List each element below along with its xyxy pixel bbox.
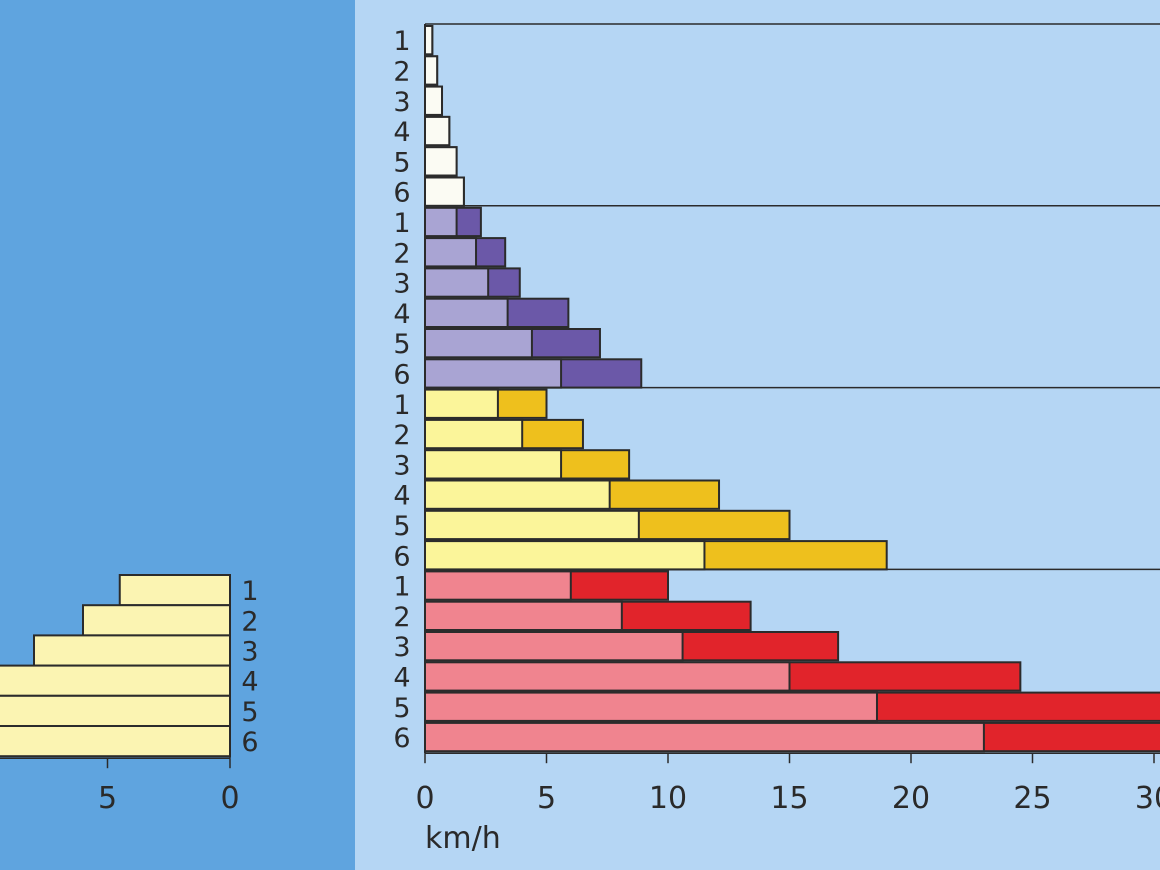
right-bar-segment-g2-5 [424, 328, 533, 359]
right-bar-segment-g3-1 [424, 388, 499, 419]
right-bar-segment-g2-4 [424, 297, 509, 329]
right-category-label-1: 1 [393, 26, 410, 57]
right-category-label-3: 3 [393, 269, 410, 300]
right-bar-segment-g2-3 [424, 267, 490, 298]
right-category-label-4: 4 [393, 662, 410, 693]
left-bar-4 [0, 664, 231, 697]
right-category-label-6: 6 [393, 359, 410, 390]
left-bar-2 [82, 604, 231, 637]
right-category-label-4: 4 [393, 117, 410, 148]
right-bar-segment-g3-6 [424, 540, 706, 571]
right-stacked-bar-chart: 123456123456123456123456051015202530km/h [393, 23, 1160, 856]
right-category-label-3: 3 [393, 87, 410, 118]
right-category-label-6: 6 [393, 723, 410, 754]
right-bar-segment-g3-4 [424, 479, 611, 510]
right-bar-segment-g1-4 [424, 115, 451, 147]
right-x-tick-label: 0 [415, 781, 434, 816]
right-category-label-2: 2 [393, 56, 410, 87]
left-category-label-5: 5 [241, 697, 258, 728]
right-x-tick-label: 10 [649, 781, 687, 816]
right-category-label-2: 2 [393, 602, 410, 633]
right-bar-segment-g3-2 [424, 418, 524, 450]
left-category-label-1: 1 [241, 576, 258, 607]
right-bar-segment-g1-3 [424, 85, 444, 116]
right-category-label-1: 1 [393, 390, 410, 421]
right-x-tick-label: 30 [1135, 781, 1160, 816]
right-bar-segment-g1-1 [424, 25, 434, 56]
right-bar-segment-g4-4 [424, 661, 791, 692]
right-bar-segment-g2-2 [424, 237, 478, 268]
right-category-label-6: 6 [393, 178, 410, 209]
right-category-label-5: 5 [393, 329, 410, 360]
right-bar-segment-g4-5 [424, 691, 878, 722]
left-category-label-3: 3 [241, 637, 258, 668]
right-category-label-5: 5 [393, 693, 410, 724]
right-bar-segment-g2-6 [424, 358, 563, 389]
right-category-label-4: 4 [393, 299, 410, 330]
left-category-label-4: 4 [241, 667, 258, 698]
right-category-label-1: 1 [393, 572, 410, 603]
right-bar-segment-g1-5 [424, 146, 458, 177]
left-x-tick-label: 0 [220, 781, 239, 816]
right-category-label-6: 6 [393, 541, 410, 572]
right-bar-segment-g1-6 [424, 176, 465, 207]
left-bar-3 [33, 634, 231, 667]
left-bar-chart: 123456050 [0, 574, 259, 816]
right-x-tick-label: 15 [770, 781, 808, 816]
right-category-label-2: 2 [393, 420, 410, 451]
right-bar-segment-g4-6 [424, 721, 985, 753]
left-bar-1 [118, 574, 231, 607]
right-bar-segment-g4-3 [424, 631, 684, 662]
right-bar-segment-g1-2 [424, 55, 439, 86]
left-x-tick-label: 5 [98, 781, 117, 816]
right-bar-segment-g3-5 [424, 509, 640, 541]
right-category-label-5: 5 [393, 511, 410, 542]
right-bar-segment-g4-2 [424, 600, 623, 632]
right-x-tick-label: 20 [892, 781, 930, 816]
right-bar-segment-g4-1 [424, 570, 572, 601]
left-bar-5 [0, 694, 231, 727]
right-category-label-4: 4 [393, 481, 410, 512]
x-axis-label: km/h [425, 821, 501, 856]
right-category-label-1: 1 [393, 208, 410, 239]
left-bar-6 [0, 725, 231, 758]
right-category-label-2: 2 [393, 238, 410, 269]
right-x-tick-label: 5 [537, 781, 556, 816]
right-category-label-3: 3 [393, 632, 410, 663]
right-bar-segment-g2-1 [424, 206, 458, 238]
right-x-tick-label: 25 [1013, 781, 1051, 816]
right-category-label-3: 3 [393, 450, 410, 481]
left-category-label-6: 6 [241, 727, 258, 758]
right-bar-segment-g3-3 [424, 449, 563, 480]
left-category-label-2: 2 [241, 606, 258, 637]
right-category-label-5: 5 [393, 147, 410, 178]
